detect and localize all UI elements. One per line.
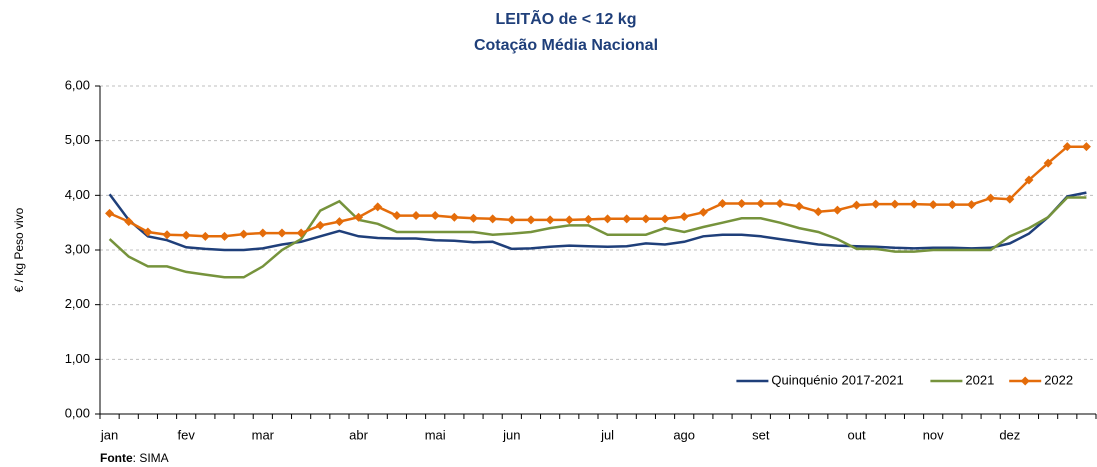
y-tick-label: 4,00 <box>65 187 90 202</box>
point <box>181 230 191 240</box>
point <box>449 212 459 222</box>
y-tick-label: 0,00 <box>65 405 90 420</box>
y-axis-label: € / kg Peso vivo <box>12 207 26 292</box>
y-tick-label: 3,00 <box>65 241 90 256</box>
point <box>1005 194 1015 204</box>
point <box>1024 175 1034 185</box>
point <box>392 211 402 221</box>
legend-label: 2021 <box>965 372 994 387</box>
x-tick-label: mai <box>425 427 446 442</box>
point <box>239 229 249 239</box>
point <box>756 199 766 209</box>
point <box>354 212 364 222</box>
source-label: Fonte <box>100 451 133 465</box>
source-text: : SIMA <box>133 451 169 465</box>
point <box>124 217 134 227</box>
point <box>622 214 632 224</box>
point <box>564 215 574 225</box>
point <box>832 205 842 215</box>
y-tick-label: 2,00 <box>65 296 90 311</box>
point <box>334 217 344 227</box>
x-tick-label: nov <box>923 427 944 442</box>
legend-marker <box>1020 376 1030 386</box>
point <box>469 213 478 223</box>
y-tick-label: 1,00 <box>65 351 90 366</box>
series-line <box>108 196 1087 279</box>
point <box>315 220 325 230</box>
legend-label: 2022 <box>1044 372 1073 387</box>
point <box>1062 142 1072 152</box>
point <box>296 228 306 238</box>
x-tick-label: abr <box>349 427 368 442</box>
chart-title: LEITÃO de < 12 kg <box>496 8 637 28</box>
point <box>852 200 862 210</box>
chart-subtitle: Cotação Média Nacional <box>474 37 658 54</box>
point <box>947 200 957 210</box>
point <box>909 199 919 209</box>
point <box>373 202 383 212</box>
point <box>679 212 689 222</box>
x-tick-label: ago <box>673 427 695 442</box>
point <box>871 199 881 209</box>
point <box>220 231 229 241</box>
point <box>1081 142 1091 152</box>
point <box>603 214 613 224</box>
point <box>143 227 153 237</box>
point <box>526 215 536 225</box>
point <box>698 207 708 217</box>
x-tick-label: jul <box>600 427 614 442</box>
source: Fonte: SIMA <box>100 451 169 465</box>
point <box>986 193 996 203</box>
series-line <box>108 191 1087 252</box>
point <box>660 214 670 224</box>
point <box>928 200 938 210</box>
y-tick-label: 5,00 <box>65 132 90 147</box>
x-tick-label: jun <box>502 427 520 442</box>
x-tick-label: mar <box>252 427 275 442</box>
point <box>583 214 593 224</box>
point <box>545 215 555 225</box>
point <box>200 231 210 241</box>
point <box>277 228 287 238</box>
point <box>488 214 498 224</box>
point <box>411 211 421 221</box>
point <box>890 199 900 209</box>
x-tick-label: dez <box>999 427 1020 442</box>
point <box>162 230 172 240</box>
point <box>105 208 115 218</box>
point <box>258 228 268 238</box>
point <box>430 211 440 221</box>
x-tick-label: fev <box>178 427 196 442</box>
point <box>737 199 747 209</box>
legend-label: Quinquénio 2017-2021 <box>771 372 903 387</box>
point <box>794 201 804 211</box>
x-tick-label: jan <box>100 427 118 442</box>
point <box>641 214 651 224</box>
x-tick-label: out <box>848 427 866 442</box>
x-tick-label: set <box>752 427 770 442</box>
point <box>775 199 785 209</box>
y-tick-label: 6,00 <box>65 77 90 92</box>
point <box>507 215 517 225</box>
point <box>967 200 976 210</box>
series-line <box>109 145 1087 238</box>
point <box>813 207 823 217</box>
point <box>1043 158 1053 168</box>
point <box>718 199 727 209</box>
